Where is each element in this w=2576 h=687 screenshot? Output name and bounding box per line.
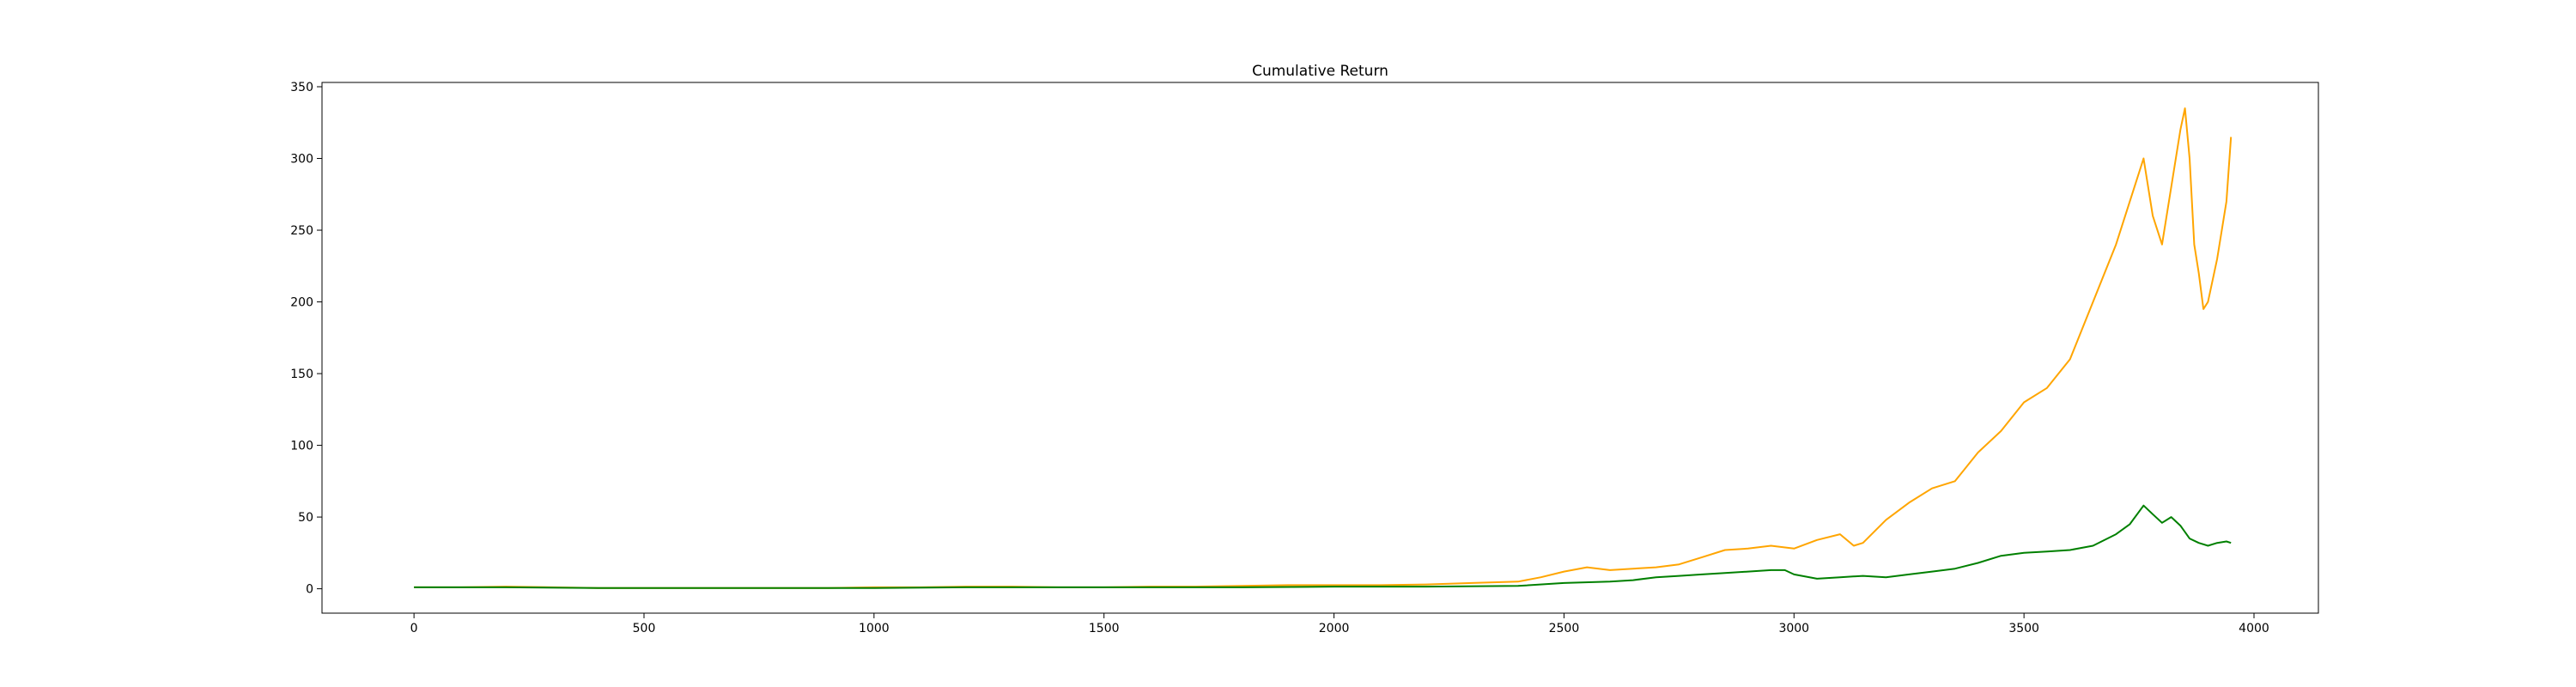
y-tick-label: 0 <box>306 583 313 597</box>
y-tick-label: 300 <box>290 153 313 167</box>
x-tick-label: 1500 <box>1089 622 1120 635</box>
x-tick-label: 1000 <box>859 622 890 635</box>
y-tick-label: 100 <box>290 440 313 453</box>
x-tick-label: 2000 <box>1319 622 1350 635</box>
y-tick-label: 150 <box>290 368 313 381</box>
y-tick-label: 200 <box>290 296 313 310</box>
x-tick-label: 3500 <box>2008 622 2039 635</box>
x-tick-label: 3000 <box>1778 622 1809 635</box>
y-tick-label: 250 <box>290 224 313 238</box>
chart-title: Cumulative Return <box>1252 63 1388 80</box>
x-tick-label: 0 <box>410 622 418 635</box>
x-tick-label: 2500 <box>1549 622 1580 635</box>
x-tick-label: 500 <box>633 622 656 635</box>
y-tick-label: 50 <box>298 511 313 525</box>
x-tick-label: 4000 <box>2239 622 2269 635</box>
y-tick-label: 350 <box>290 81 313 94</box>
